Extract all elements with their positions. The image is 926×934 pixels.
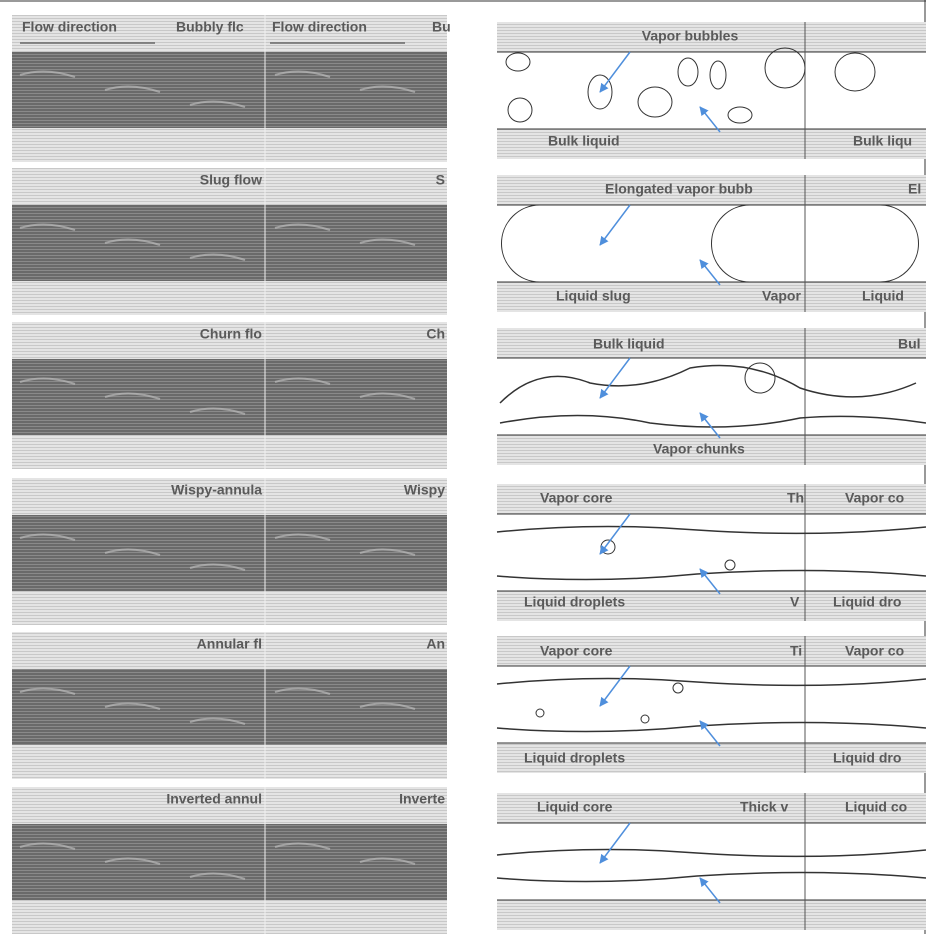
panel-label: Ch — [426, 326, 445, 342]
schematic-label: Liquid core — [537, 799, 613, 815]
flow-image — [12, 515, 447, 591]
schematic-label: Thick v — [740, 799, 788, 815]
schematic-label: Th — [787, 490, 804, 506]
flow-image — [12, 205, 447, 281]
panel-label: Flow direction — [22, 19, 117, 35]
panel-label: Slug flow — [200, 172, 262, 188]
schematic-label: Bulk liquid — [548, 133, 620, 149]
panel-label: Churn flo — [200, 326, 262, 342]
bottom-band — [12, 128, 447, 162]
panel-label: Bubbly flc — [176, 19, 244, 35]
schematic-label: Liquid — [862, 288, 904, 304]
bottom-band — [12, 745, 447, 779]
bottom-wall — [497, 900, 926, 930]
schematic-label: Vapor bubbles — [642, 28, 739, 44]
schematic-label: Ti — [790, 643, 802, 659]
schematic-label: Vapor core — [540, 643, 613, 659]
bottom-band — [12, 435, 447, 469]
schematic-label: El — [908, 181, 921, 197]
bottom-band — [12, 591, 447, 625]
schematic-label: Liquid co — [845, 799, 907, 815]
bottom-band — [12, 900, 447, 934]
schematic-label: Liquid droplets — [524, 594, 625, 610]
panel-label: Wispy — [404, 482, 445, 498]
panel-label: Flow direction — [272, 19, 367, 35]
schematic-label: Vapor core — [540, 490, 613, 506]
schematic-label: Bul — [898, 336, 921, 352]
flow-image — [12, 52, 447, 128]
schematic-label: Liquid droplets — [524, 750, 625, 766]
schematic-label: Vapor co — [845, 643, 904, 659]
schematic-label: Liquid dro — [833, 750, 901, 766]
schematic-label: Elongated vapor bubb — [605, 181, 753, 197]
schematic-label: Vapor co — [845, 490, 904, 506]
tube — [497, 823, 926, 900]
flow-image — [12, 669, 447, 745]
flow-image — [12, 824, 447, 900]
bottom-band — [12, 281, 447, 315]
schematic-label: Vapor chunks — [653, 441, 745, 457]
schematic-label: Liquid slug — [556, 288, 631, 304]
schematic-label: Vapor — [762, 288, 801, 304]
flow-image — [12, 359, 447, 435]
schematic-label: Bulk liquid — [593, 336, 665, 352]
figure: Flow direction Bubbly flc Flow direction Bu… — [0, 0, 926, 934]
panel-label: S — [436, 172, 445, 188]
panel-label: Bu — [432, 19, 451, 35]
schematic-label: Liquid dro — [833, 594, 901, 610]
panel-label: Inverted annul — [166, 791, 262, 807]
panel-label: Annular fl — [197, 636, 262, 652]
panel-label: An — [426, 636, 445, 652]
schematic-label: V — [790, 594, 800, 610]
panel-label: Inverte — [399, 791, 445, 807]
top-wall — [497, 328, 926, 358]
schematic-label: Bulk liqu — [853, 133, 912, 149]
panel-label: Wispy-annula — [171, 482, 262, 498]
